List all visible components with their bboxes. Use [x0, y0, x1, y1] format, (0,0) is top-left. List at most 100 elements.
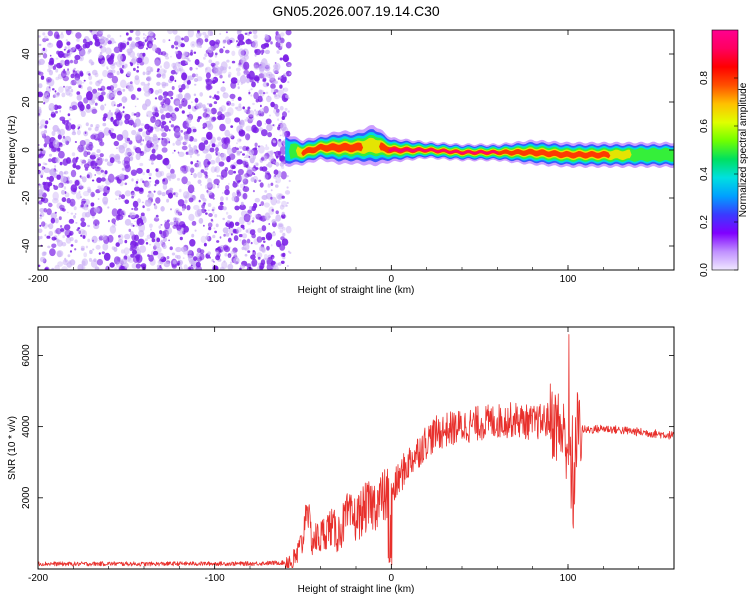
noise-point — [80, 217, 85, 222]
noise-point — [78, 230, 82, 234]
noise-point — [81, 176, 87, 183]
noise-point — [248, 149, 255, 156]
noise-point — [214, 167, 218, 171]
noise-point — [38, 169, 41, 175]
noise-point — [71, 152, 76, 157]
noise-point — [204, 38, 209, 43]
noise-point — [186, 123, 191, 128]
noise-point — [181, 83, 186, 90]
noise-point — [247, 106, 251, 110]
noise-point — [116, 214, 124, 221]
noise-point — [265, 118, 272, 125]
noise-point — [172, 30, 178, 35]
noise-point — [179, 236, 183, 241]
noise-point — [270, 196, 273, 200]
noise-point — [98, 53, 103, 59]
y-tick-label: 40 — [21, 48, 32, 60]
noise-point — [92, 34, 98, 40]
noise-point — [277, 118, 280, 121]
y-tick-label: -20 — [21, 190, 32, 205]
noise-point — [155, 119, 162, 127]
noise-point — [254, 142, 258, 147]
noise-point — [135, 111, 141, 118]
noise-point — [123, 66, 127, 69]
noise-point — [234, 221, 240, 226]
noise-point — [135, 263, 141, 269]
noise-point — [289, 251, 292, 254]
noise-point — [245, 39, 252, 45]
noise-point — [38, 71, 44, 76]
noise-point — [247, 38, 250, 42]
noise-point — [243, 109, 248, 113]
colorbar-strip — [712, 30, 738, 270]
noise-point — [171, 175, 175, 178]
noise-point — [260, 157, 265, 161]
noise-point — [219, 266, 225, 270]
noise-point — [109, 85, 114, 91]
noise-point — [42, 32, 46, 36]
noise-point — [113, 140, 120, 147]
noise-point — [184, 92, 191, 101]
y-tick-label: -40 — [21, 238, 32, 253]
noise-point — [130, 253, 135, 258]
noise-point — [66, 119, 70, 123]
noise-point — [232, 228, 237, 234]
noise-point — [151, 159, 154, 163]
noise-point — [96, 177, 102, 184]
noise-point — [122, 106, 125, 109]
noise-point — [222, 244, 229, 251]
noise-point — [276, 200, 281, 204]
noise-point — [275, 155, 279, 159]
noise-point — [142, 218, 145, 221]
noise-point — [70, 82, 72, 85]
noise-point — [152, 250, 159, 256]
noise-point — [126, 41, 130, 46]
noise-point — [162, 183, 168, 190]
noise-point — [63, 186, 67, 190]
noise-point — [69, 236, 74, 242]
noise-point — [107, 234, 114, 243]
noise-point — [80, 57, 83, 60]
noise-point — [153, 123, 159, 129]
noise-point — [157, 260, 162, 264]
noise-point — [78, 84, 82, 88]
noise-point — [244, 161, 249, 168]
noise-point — [194, 59, 200, 66]
noise-point — [240, 174, 247, 183]
noise-point — [42, 197, 49, 204]
y-tick-label: 20 — [21, 96, 32, 108]
noise-point — [270, 244, 273, 247]
noise-point — [46, 95, 49, 97]
noise-point — [279, 229, 284, 233]
noise-point — [225, 36, 230, 42]
noise-point — [102, 69, 109, 78]
noise-point — [116, 134, 124, 141]
noise-point — [146, 66, 153, 73]
noise-point — [280, 32, 285, 37]
noise-point — [225, 232, 230, 237]
noise-point — [246, 238, 251, 244]
noise-point — [134, 75, 140, 81]
noise-point — [251, 41, 259, 49]
noise-point — [132, 200, 139, 208]
noise-point — [207, 46, 213, 54]
noise-point — [125, 253, 128, 257]
noise-point — [259, 182, 264, 188]
noise-point — [40, 174, 43, 178]
noise-point — [281, 116, 285, 120]
noise-point — [168, 141, 171, 144]
noise-point — [257, 227, 263, 233]
noise-point — [237, 33, 245, 42]
noise-point — [121, 129, 129, 139]
noise-point — [99, 141, 105, 147]
noise-point — [222, 39, 226, 45]
noise-point — [156, 70, 160, 73]
noise-point — [205, 212, 208, 215]
noise-point — [188, 197, 194, 203]
noise-point — [38, 163, 41, 167]
noise-point — [223, 111, 230, 118]
noise-point — [202, 202, 206, 206]
y-tick-label: 0 — [21, 147, 32, 153]
